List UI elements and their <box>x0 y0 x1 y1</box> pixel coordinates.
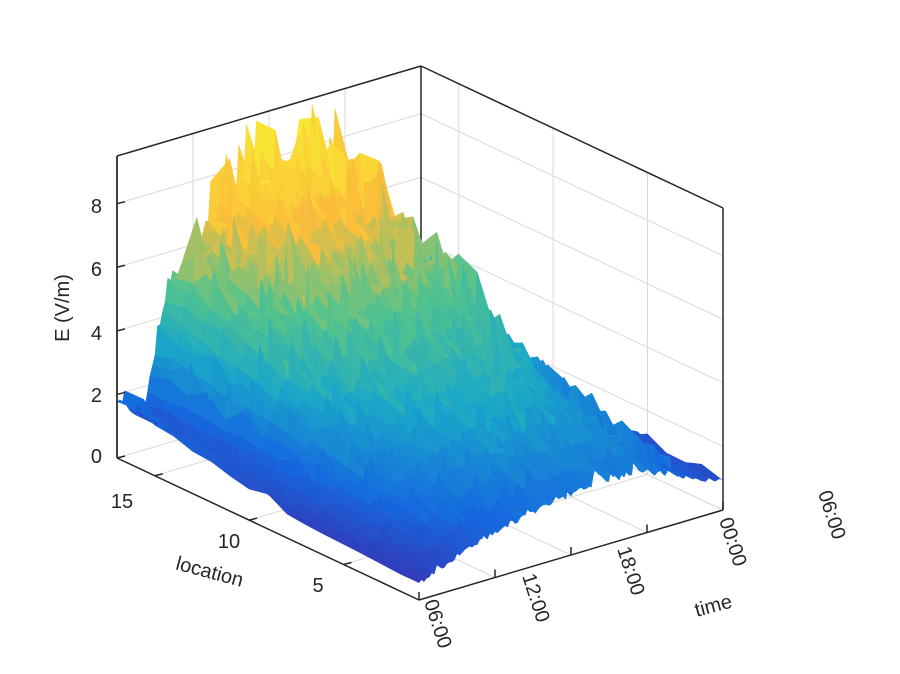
x-tick-label: 00:00 <box>714 515 750 569</box>
z-tick-mark <box>116 200 126 205</box>
z-tick-mark <box>116 391 126 396</box>
tick-marks <box>116 200 724 600</box>
z-axis-label: E (V/m) <box>52 274 74 342</box>
y-tick-label: 15 <box>111 491 133 513</box>
z-tick-label: 0 <box>91 446 102 468</box>
surface-plot <box>116 104 724 584</box>
x-tick-label: 18:00 <box>612 544 648 598</box>
z-tick-label: 8 <box>91 196 102 218</box>
y-tick-mark <box>248 517 258 521</box>
x-tick-label: 06:00 <box>419 597 455 651</box>
box-edge <box>420 65 724 209</box>
box-edge <box>116 65 422 157</box>
y-tick-label: 5 <box>312 575 323 597</box>
grid-line <box>420 240 724 384</box>
x-tick-label: 06:00 <box>813 488 849 542</box>
z-tick-label: 6 <box>91 259 102 281</box>
z-tick-label: 2 <box>91 385 102 407</box>
z-tick-mark <box>116 328 126 332</box>
grid-line <box>420 113 724 257</box>
z-tick-mark <box>116 455 126 459</box>
y-axis-label: location <box>173 553 245 592</box>
surface-patch <box>701 463 724 480</box>
y-axis-line <box>116 457 420 601</box>
z-tick-label: 4 <box>91 323 102 345</box>
x-tick-label: 12:00 <box>517 571 553 625</box>
y-tick-label: 10 <box>218 531 240 553</box>
x-axis-label: time <box>692 591 734 622</box>
y-tick-mark <box>154 473 163 477</box>
y-tick-mark <box>343 561 352 566</box>
z-tick-mark <box>116 264 126 268</box>
grid-line <box>420 176 724 320</box>
